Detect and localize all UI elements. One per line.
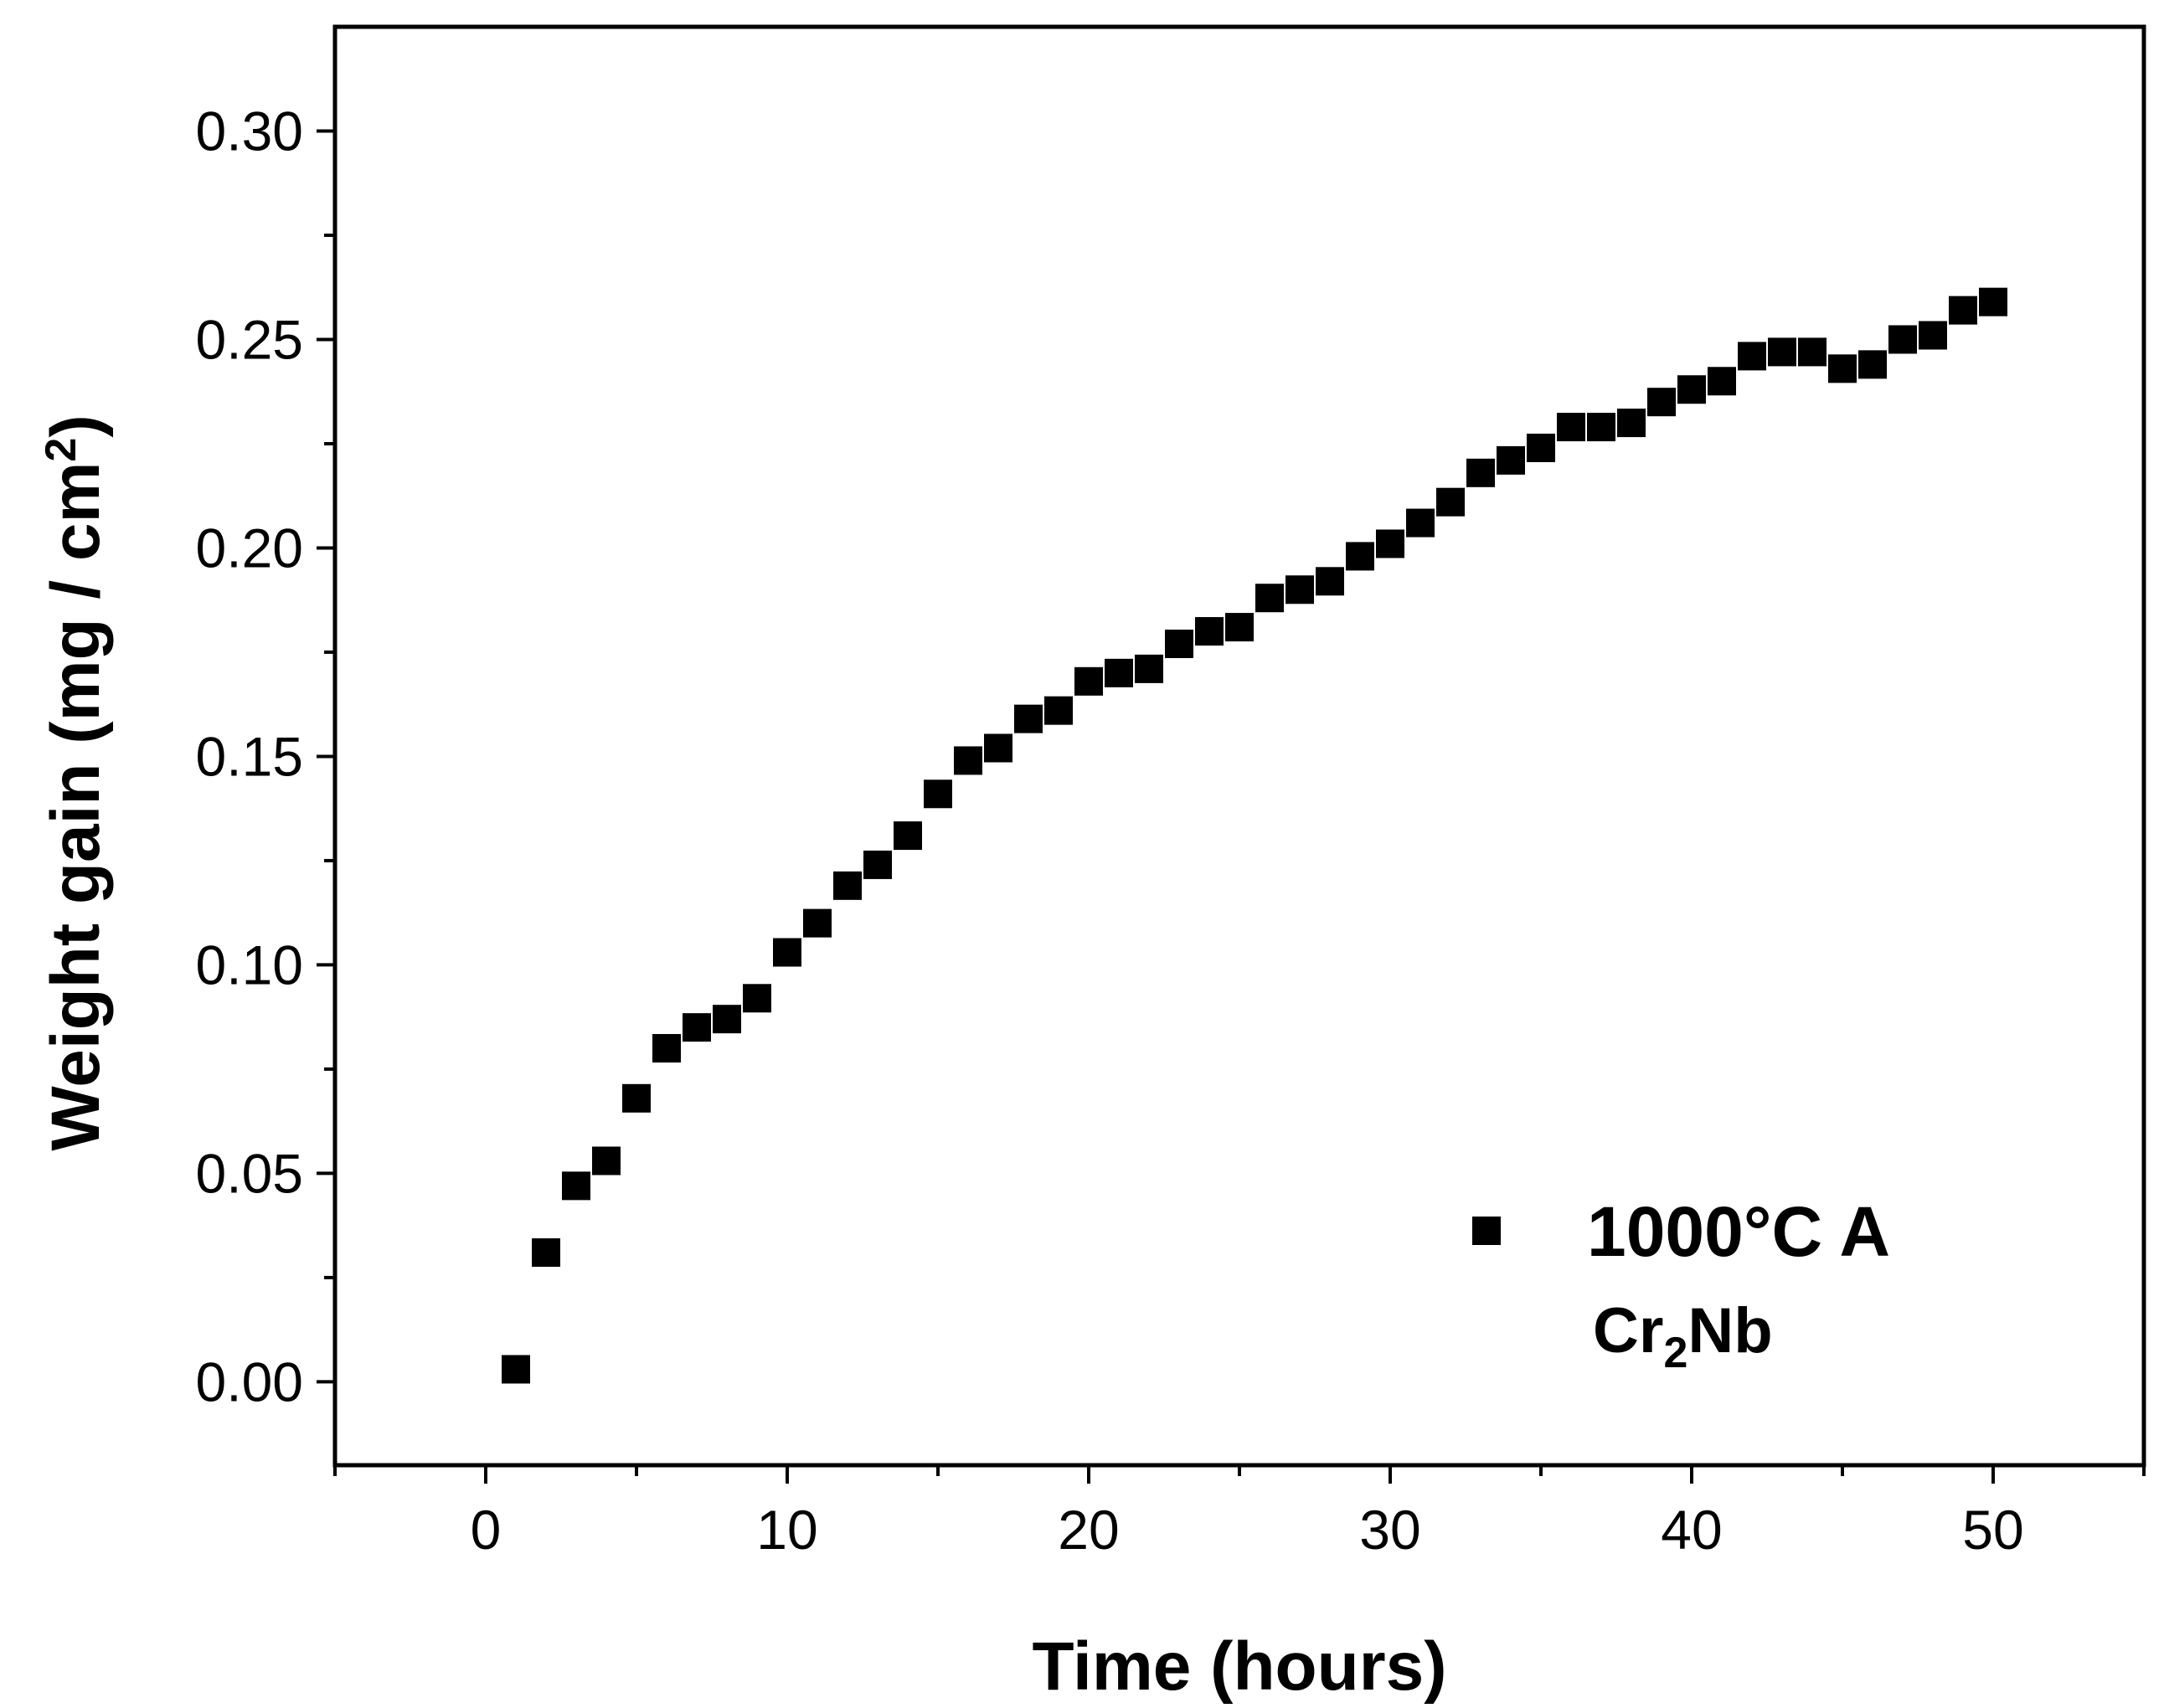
legend: 1000°C A: [1472, 1192, 1890, 1271]
data-point: [1105, 658, 1133, 687]
x-tick-label: 40: [1661, 1499, 1722, 1561]
data-point: [1557, 413, 1585, 442]
annotation-main: Cr: [1593, 1295, 1663, 1366]
legend-marker-square: [1472, 1217, 1501, 1245]
data-point: [1979, 287, 2007, 316]
y-axis-title: Weight gain (mg / cm2): [37, 414, 114, 1150]
data-point: [743, 984, 771, 1013]
y-tick-label: 0.25: [196, 308, 303, 370]
data-point: [1165, 629, 1193, 658]
data-point: [1436, 487, 1465, 517]
y-axis-title-main: Weight gain (mg / cm: [38, 462, 114, 1151]
data-point: [1255, 584, 1284, 613]
data-point: [1647, 388, 1676, 417]
x-axis-title: Time (hours): [1032, 1628, 1446, 1705]
data-point: [1286, 575, 1314, 604]
data-point: [562, 1171, 590, 1201]
data-point: [1014, 704, 1043, 733]
svg-text:Weight gain (mg / cm2): Weight gain (mg / cm2): [37, 414, 114, 1150]
data-point: [1044, 696, 1073, 725]
x-tick-label: 20: [1058, 1499, 1119, 1561]
data-point: [1828, 354, 1857, 383]
data-point: [894, 821, 922, 851]
data-point: [1135, 654, 1163, 683]
y-tick-label: 0.00: [196, 1350, 303, 1412]
data-point: [622, 1083, 651, 1113]
x-tick-label: 50: [1962, 1499, 2023, 1561]
data-point: [803, 908, 832, 938]
legend-label: 1000°C A: [1587, 1192, 1890, 1271]
data-point: [1919, 321, 1947, 350]
data-point: [1949, 296, 1977, 325]
data-point: [1316, 567, 1344, 596]
data-point: [863, 850, 892, 879]
data-point: [1768, 337, 1796, 367]
data-point: [1406, 508, 1435, 538]
data-point: [1074, 666, 1103, 696]
y-tick-label: 0.15: [196, 725, 303, 787]
data-point: [1466, 458, 1495, 487]
annotation-subscript: 2: [1663, 1329, 1687, 1377]
y-tick-label: 0.10: [196, 934, 303, 995]
y-tick-label: 0.20: [196, 517, 303, 579]
data-point: [502, 1355, 530, 1384]
data-point: [1497, 445, 1525, 475]
data-point: [773, 938, 801, 967]
data-point: [1798, 337, 1827, 367]
data-point: [924, 779, 952, 809]
y-axis-title-close: ): [38, 414, 114, 437]
y-axis-ticks: 0.00 0.05 0.10 0.15 0.20 0.25 0.30: [196, 100, 335, 1412]
data-point: [683, 1013, 711, 1042]
data-point: [1617, 409, 1646, 438]
x-axis-ticks: 0 10 20 30 40 50: [333, 1465, 2146, 1561]
x-tick-label: 10: [756, 1499, 817, 1561]
y-tick-label: 0.05: [196, 1142, 303, 1204]
data-point: [1346, 542, 1374, 571]
data-point: [833, 871, 862, 900]
y-axis-title-superscript: 2: [37, 438, 85, 462]
data-point: [1738, 342, 1766, 371]
data-point: [1708, 367, 1736, 396]
data-point: [1195, 617, 1224, 646]
data-point: [1527, 433, 1555, 462]
data-point: [532, 1238, 560, 1268]
data-point: [652, 1034, 681, 1063]
data-point: [1587, 413, 1615, 442]
sample-annotation: Cr2Nb: [1593, 1295, 1773, 1377]
x-tick-label: 30: [1359, 1499, 1420, 1561]
data-series-1000C-A: [502, 287, 2007, 1384]
data-point: [1376, 529, 1404, 558]
x-tick-label: 0: [471, 1499, 502, 1561]
data-point: [954, 746, 982, 775]
data-point: [984, 733, 1012, 763]
annotation-tail: Nb: [1687, 1295, 1772, 1366]
data-point: [592, 1146, 621, 1176]
data-point: [1225, 613, 1254, 642]
data-point: [1677, 375, 1706, 404]
y-tick-label: 0.30: [196, 100, 303, 162]
data-point: [1858, 350, 1887, 379]
data-point: [713, 1005, 741, 1034]
data-point: [1888, 325, 1917, 354]
